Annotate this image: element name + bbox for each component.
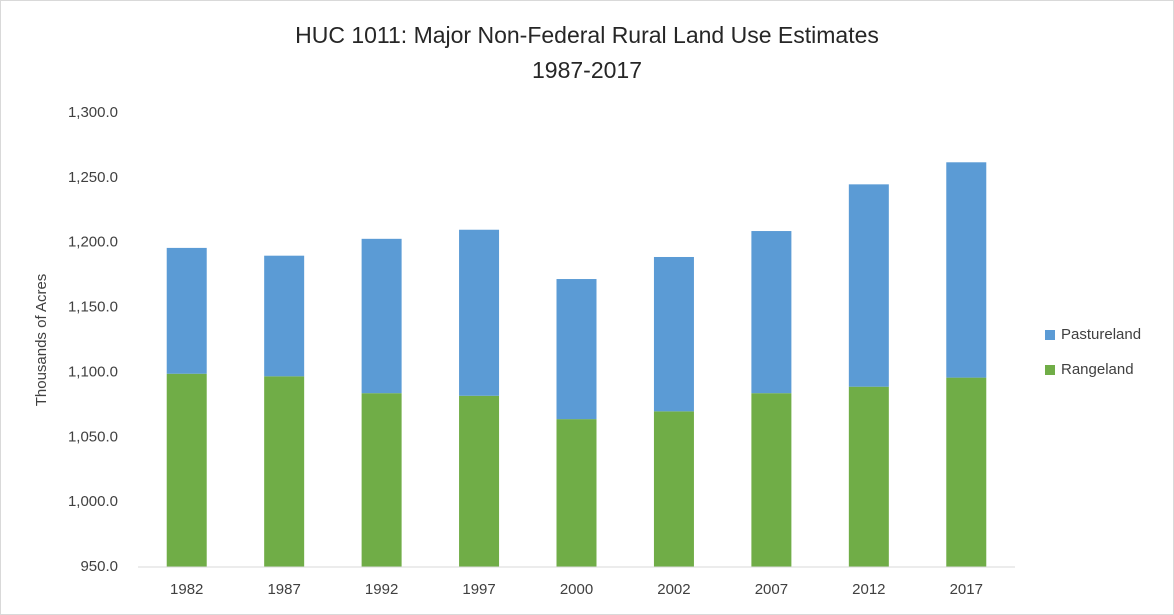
x-tick-label: 1997 — [462, 581, 495, 598]
bar-segment — [556, 279, 597, 420]
y-tick-label: 1,200.0 — [68, 234, 118, 251]
bar-segment — [264, 255, 305, 377]
legend-swatch — [1045, 330, 1055, 340]
bar-segment — [166, 373, 207, 567]
y-axis-label: Thousands of Acres — [33, 274, 50, 407]
bar-segment — [166, 247, 207, 374]
y-tick-label: 1,250.0 — [68, 169, 118, 186]
bar-segment — [653, 256, 694, 412]
y-tick-label: 950.0 — [80, 558, 118, 575]
x-tick-label: 1992 — [365, 581, 398, 598]
bar-segment — [848, 184, 889, 387]
y-tick-label: 1,150.0 — [68, 299, 118, 316]
bar-segment — [751, 231, 792, 394]
bar-segment — [459, 229, 500, 396]
y-tick-label: 1,000.0 — [68, 493, 118, 510]
bar-segment — [946, 377, 987, 567]
y-tick-label: 1,300.0 — [68, 104, 118, 121]
x-tick-label: 2007 — [755, 581, 788, 598]
x-tick-label: 2017 — [950, 581, 983, 598]
bar-segment — [361, 393, 402, 567]
y-tick-label: 1,100.0 — [68, 363, 118, 380]
chart-subtitle: 1987-2017 — [532, 57, 642, 83]
bar-segment — [751, 393, 792, 567]
legend-swatch — [1045, 365, 1055, 375]
bar-segment — [459, 395, 500, 567]
x-tick-label: 2000 — [560, 581, 593, 598]
x-tick-label: 1987 — [267, 581, 300, 598]
legend-label: Pastureland — [1061, 326, 1141, 343]
y-tick-label: 1,050.0 — [68, 428, 118, 445]
bar-segment — [556, 419, 597, 567]
x-tick-label: 1982 — [170, 581, 203, 598]
x-tick-label: 2012 — [852, 581, 885, 598]
bar-segment — [264, 376, 305, 567]
bar-segment — [361, 238, 402, 394]
bar-segment — [946, 162, 987, 378]
x-tick-label: 2002 — [657, 581, 690, 598]
bar-segment — [653, 411, 694, 567]
bar-segment — [848, 386, 889, 567]
chart-title: HUC 1011: Major Non-Federal Rural Land U… — [295, 22, 879, 48]
legend-label: Rangeland — [1061, 361, 1134, 378]
